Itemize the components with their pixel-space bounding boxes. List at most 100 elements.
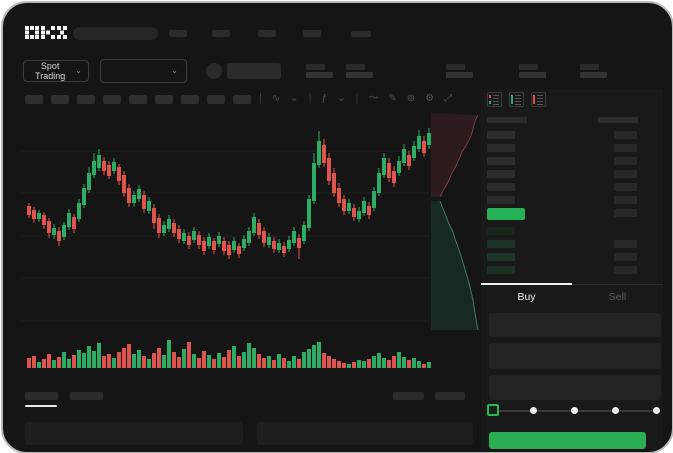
ask-price-placeholder[interactable]: [487, 196, 515, 204]
timeframe-button[interactable]: [103, 95, 121, 104]
orders-tab-1[interactable]: [70, 392, 103, 400]
volume-bar: [272, 360, 276, 368]
indicators-icon[interactable]: ƒ: [321, 92, 328, 104]
candle-body: [207, 237, 211, 246]
candle-body: [157, 218, 161, 233]
bid-amount-placeholder: [614, 266, 637, 274]
volume-bar: [217, 353, 221, 368]
price-chart[interactable]: [3, 3, 673, 453]
order-input-placeholder[interactable]: [489, 343, 661, 369]
candle-body: [202, 241, 206, 251]
slider-handle[interactable]: [487, 404, 499, 416]
settings-icon[interactable]: ⚙: [425, 92, 435, 104]
slider-stop-dot[interactable]: [612, 407, 619, 414]
timeframe-button[interactable]: [155, 95, 173, 104]
orders-table-placeholder: [25, 422, 243, 445]
trading-mode-label: Spot Trading: [35, 61, 66, 81]
icon-line: [515, 104, 521, 105]
chevron-down-icon[interactable]: ⌄: [337, 92, 346, 104]
ask-price-placeholder[interactable]: [487, 144, 515, 152]
orders-action-placeholder[interactable]: [393, 392, 424, 400]
order-input-placeholder[interactable]: [489, 313, 661, 337]
tab-sell[interactable]: Sell: [572, 285, 663, 309]
bid-amount-placeholder: [614, 240, 637, 248]
nav-item-placeholder[interactable]: [169, 30, 187, 37]
ask-price-placeholder[interactable]: [487, 183, 515, 191]
candle-body: [217, 236, 221, 244]
bid-price-placeholder[interactable]: [487, 266, 515, 274]
nav-item-placeholder[interactable]: [212, 30, 230, 37]
search-input[interactable]: [73, 27, 158, 40]
orderbook-header-placeholder: [598, 117, 638, 123]
pair-select[interactable]: ⌄: [100, 59, 187, 83]
volume-bar: [292, 356, 296, 368]
chevron-down-icon: ⌄: [171, 66, 178, 75]
slider-stop-dot[interactable]: [571, 407, 578, 414]
timeframe-button[interactable]: [233, 95, 251, 104]
slider-stop-dot[interactable]: [653, 407, 660, 414]
volume-bar: [302, 352, 306, 368]
timeframe-button[interactable]: [129, 95, 147, 104]
fullscreen-icon[interactable]: ⤢: [444, 92, 453, 104]
ask-amount-placeholder: [614, 144, 637, 152]
chevron-down-icon[interactable]: ⌄: [290, 92, 299, 104]
timeframe-button[interactable]: [25, 95, 43, 104]
timeframe-button[interactable]: [207, 95, 225, 104]
buy-submit-button[interactable]: [489, 432, 646, 449]
bid-price-placeholder[interactable]: [487, 253, 515, 261]
volume-bar: [282, 358, 286, 368]
combined-book-view-icon[interactable]: [487, 92, 502, 107]
ask-price-placeholder[interactable]: [487, 131, 515, 139]
orders-tab-0[interactable]: [25, 392, 58, 400]
candle-body: [267, 237, 271, 245]
volume-bar: [382, 358, 386, 368]
asks-book-view-icon[interactable]: [531, 92, 546, 107]
candle-body: [327, 158, 331, 181]
volume-bar: [392, 356, 396, 368]
line-tool-icon[interactable]: 〜: [368, 92, 379, 104]
candle-body: [292, 231, 296, 243]
tab-buy[interactable]: Buy: [481, 285, 572, 309]
candle-body: [247, 231, 251, 243]
candle-body: [372, 191, 376, 208]
volume-bar: [312, 345, 316, 368]
draw-tool-icon[interactable]: ✎: [388, 92, 397, 104]
volume-bar: [187, 342, 191, 368]
candle-body: [397, 161, 401, 173]
candle-body: [122, 175, 126, 193]
nav-item-placeholder[interactable]: [303, 30, 321, 37]
candle-body: [27, 206, 31, 215]
candle-type-icon[interactable]: ∿: [271, 92, 281, 104]
bid-price-placeholder[interactable]: [487, 227, 515, 235]
timeframe-button[interactable]: [77, 95, 95, 104]
slider-stop-dot[interactable]: [530, 407, 537, 414]
timeframe-button[interactable]: [51, 95, 69, 104]
orders-action-placeholder[interactable]: [435, 392, 465, 400]
chart-tools: | ∿ ⌄ | ƒ ⌄ | 〜 ✎ ⊚ ⚙ ⤢: [259, 91, 452, 106]
candle-body: [187, 236, 191, 245]
candle-body: [147, 201, 151, 211]
timeframe-button[interactable]: [181, 95, 199, 104]
candle-body: [87, 173, 91, 190]
order-input-placeholder[interactable]: [489, 375, 661, 400]
stat-group: [346, 64, 374, 80]
icon-line: [493, 104, 499, 105]
candle-body: [332, 173, 336, 193]
okx-logo: [25, 26, 67, 39]
bids-book-view-icon[interactable]: [509, 92, 524, 107]
ask-price-placeholder[interactable]: [487, 170, 515, 178]
nav-item-placeholder[interactable]: [351, 31, 371, 37]
volume-bar: [387, 360, 391, 368]
ask-price-placeholder[interactable]: [487, 157, 515, 165]
candle-body: [237, 246, 241, 254]
camera-icon[interactable]: ⊚: [406, 92, 416, 104]
bid-price-placeholder[interactable]: [487, 240, 515, 248]
volume-bar: [377, 353, 381, 368]
volume-bar: [102, 356, 106, 368]
candle-body: [227, 245, 231, 255]
volume-bar: [232, 346, 236, 368]
volume-bar: [257, 354, 261, 368]
nav-item-placeholder[interactable]: [258, 30, 276, 37]
active-orders-tab-indicator: [25, 405, 57, 407]
trading-mode-select[interactable]: Spot Trading ⌄: [23, 60, 89, 82]
